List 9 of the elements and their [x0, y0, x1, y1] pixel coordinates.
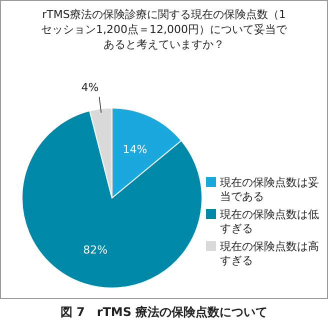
caption: 図 7 rTMS 療法の保険点数について: [60, 305, 268, 319]
pie-slice: [22, 110, 202, 288]
data-label: 4%: [81, 80, 99, 94]
legend-label: 現在の保険点数は高すぎる: [220, 240, 319, 267]
data-label: 82%: [83, 243, 108, 256]
chart-title: rTMS療法の保険診療に関する現在の保険点数（1セッション1,200点＝12,000円）について妥当であると考えていますか？: [41, 8, 288, 51]
legend-label: 現在の保険点数は低すぎる: [220, 208, 319, 235]
legend-label: 現在の保険点数は妥当である: [220, 176, 319, 203]
data-label: 14%: [122, 143, 148, 156]
